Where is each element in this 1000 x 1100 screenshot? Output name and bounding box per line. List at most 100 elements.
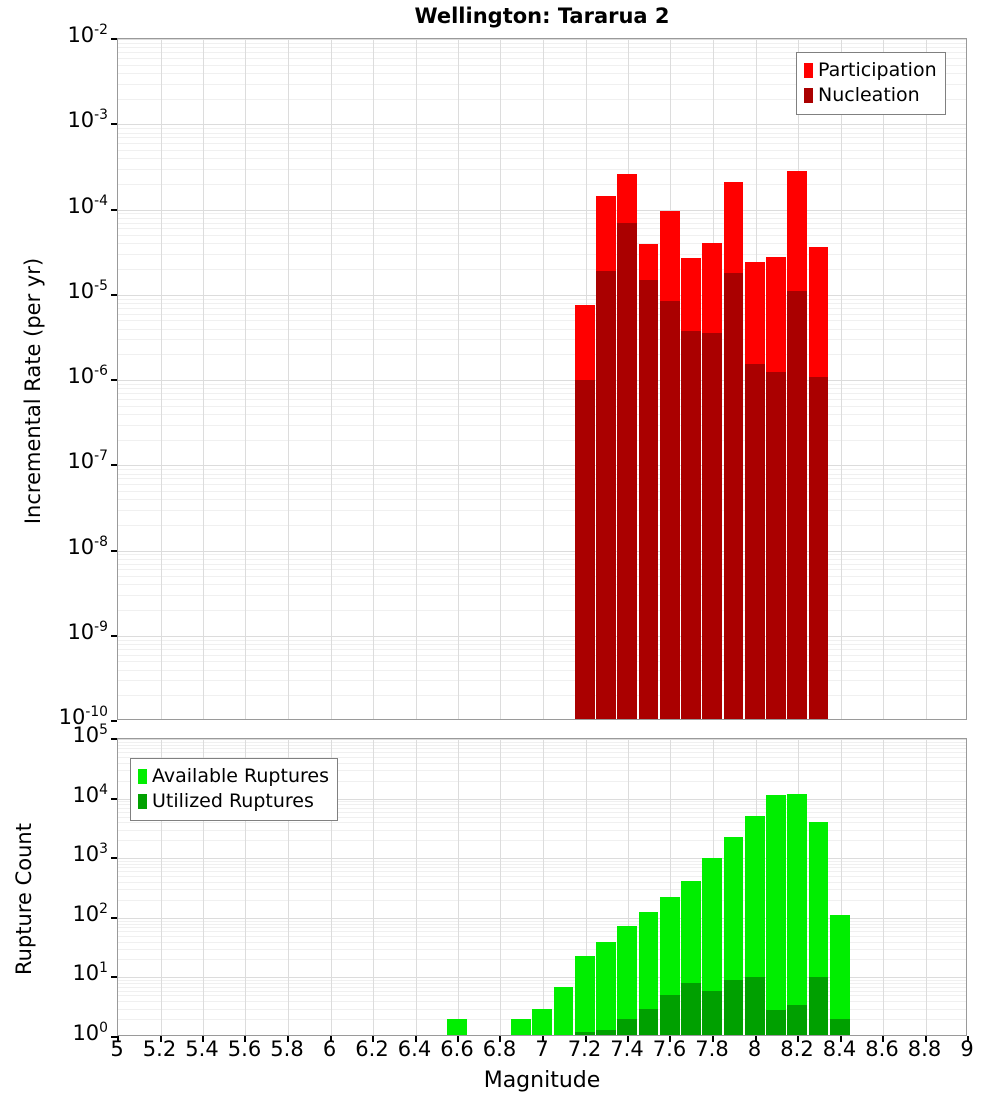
y-tick-label: 10-6 xyxy=(67,363,108,388)
bar-available-ruptures xyxy=(511,1019,531,1035)
bar-utilized-ruptures xyxy=(829,1019,850,1035)
bar-nucleation xyxy=(638,279,659,719)
bar-available-ruptures xyxy=(787,794,808,1035)
y-tick-label: 103 xyxy=(72,841,108,867)
available-ruptures-color-swatch xyxy=(138,769,147,785)
y-tick-label: 104 xyxy=(72,781,108,807)
x-tick-mark xyxy=(415,1036,417,1042)
y-tick-label: 10-9 xyxy=(67,618,108,644)
bottom-panel-y-axis-title: Rupture Count xyxy=(12,823,36,975)
y-tick-mark xyxy=(111,976,117,978)
bar-available-ruptures xyxy=(638,912,659,1035)
bar-available-ruptures xyxy=(744,815,765,1035)
x-tick-label: 5.2 xyxy=(142,1037,177,1061)
bar-utilized-ruptures xyxy=(596,1030,616,1035)
x-tick-mark xyxy=(457,1036,459,1042)
x-tick-label: 7.4 xyxy=(610,1037,644,1061)
top-panel-axes xyxy=(117,38,967,720)
top-panel-gridlines xyxy=(118,39,966,719)
x-tick-label: 8.2 xyxy=(780,1037,814,1061)
y-tick-label: 101 xyxy=(72,960,108,986)
bar-available-ruptures xyxy=(702,858,723,1035)
y-tick-label: 102 xyxy=(72,900,108,926)
x-tick-mark xyxy=(287,1036,289,1042)
bar-available-ruptures xyxy=(574,955,595,1035)
legend-item-available-ruptures: Available Ruptures xyxy=(138,764,329,789)
bar-nucleation xyxy=(702,332,723,719)
bar-available-ruptures xyxy=(532,1008,553,1035)
bar-participation xyxy=(659,211,680,719)
nucleation-color-swatch xyxy=(804,88,813,104)
x-tick-mark xyxy=(840,1036,842,1042)
bar-utilized-ruptures xyxy=(808,977,829,1035)
bar-available-ruptures xyxy=(766,795,786,1035)
x-tick-label: 7.6 xyxy=(652,1037,687,1061)
x-tick-mark xyxy=(372,1036,374,1042)
y-tick-label: 10-3 xyxy=(67,107,108,133)
bar-available-ruptures xyxy=(829,915,850,1035)
bar-nucleation xyxy=(723,273,744,719)
x-tick-label: 9 xyxy=(960,1037,974,1061)
x-tick-mark xyxy=(542,1036,544,1042)
y-tick-label: 10-2 xyxy=(67,22,108,47)
bar-nucleation xyxy=(617,222,638,719)
y-tick-mark xyxy=(111,857,117,859)
x-tick-mark xyxy=(797,1036,799,1042)
x-tick-mark xyxy=(202,1036,204,1042)
x-tick-label: 7.8 xyxy=(695,1037,729,1061)
y-tick-label: 10-10 xyxy=(58,704,108,729)
x-tick-label: 6.2 xyxy=(355,1037,389,1061)
x-tick-mark xyxy=(244,1036,246,1042)
x-tick-label: 8 xyxy=(747,1037,762,1061)
bar-nucleation xyxy=(681,330,701,719)
x-tick-label: 8.4 xyxy=(822,1037,857,1061)
x-axis-title: Magnitude xyxy=(483,1068,601,1093)
bar-utilized-ruptures xyxy=(766,1010,786,1035)
x-tick-label: 7.2 xyxy=(567,1037,602,1061)
bar-nucleation xyxy=(744,363,765,719)
bar-participation xyxy=(702,242,723,719)
x-tick-mark xyxy=(499,1036,501,1042)
bar-utilized-ruptures xyxy=(659,995,680,1035)
x-tick-label: 8.6 xyxy=(865,1037,899,1061)
bar-available-ruptures xyxy=(553,986,574,1035)
bar-participation xyxy=(574,305,595,719)
legend-label-participation: Participation xyxy=(818,59,937,81)
bar-available-ruptures xyxy=(808,822,829,1035)
x-tick-label: 5 xyxy=(110,1037,124,1061)
x-tick-label: 5.4 xyxy=(185,1037,219,1061)
y-tick-mark xyxy=(111,1036,117,1038)
x-tick-label: 6.6 xyxy=(440,1037,474,1061)
y-tick-label: 100 xyxy=(72,1020,108,1045)
y-tick-mark xyxy=(111,123,117,125)
y-tick-mark xyxy=(111,209,117,211)
participation-color-swatch xyxy=(804,63,813,79)
x-tick-label: 6.8 xyxy=(482,1037,517,1061)
bar-available-ruptures xyxy=(596,941,616,1035)
bar-participation xyxy=(617,174,638,719)
bar-participation xyxy=(766,257,786,719)
legend-item-participation: Participation xyxy=(804,58,937,83)
bar-utilized-ruptures xyxy=(744,977,765,1035)
x-tick-mark xyxy=(117,1036,119,1042)
x-tick-label: 6 xyxy=(322,1037,337,1061)
y-tick-label: 105 xyxy=(72,722,108,747)
y-tick-label: 10-4 xyxy=(67,192,108,218)
x-tick-mark xyxy=(585,1036,587,1042)
bar-participation xyxy=(723,182,744,719)
page-title: Wellington: Tararua 2 xyxy=(414,4,670,28)
y-tick-mark xyxy=(111,635,117,637)
x-tick-mark xyxy=(330,1036,332,1042)
x-tick-mark xyxy=(627,1036,629,1042)
y-tick-mark xyxy=(111,294,117,296)
bottom-panel-legend: Available Ruptures Utilized Ruptures xyxy=(130,758,338,822)
bar-utilized-ruptures xyxy=(702,990,723,1035)
x-tick-mark xyxy=(160,1036,162,1042)
bar-nucleation xyxy=(766,371,786,719)
bar-available-ruptures xyxy=(723,836,744,1035)
legend-label-available-ruptures: Available Ruptures xyxy=(152,765,329,787)
y-tick-label: 10-5 xyxy=(67,277,108,303)
bar-utilized-ruptures xyxy=(638,1008,659,1035)
y-tick-mark xyxy=(111,720,117,722)
